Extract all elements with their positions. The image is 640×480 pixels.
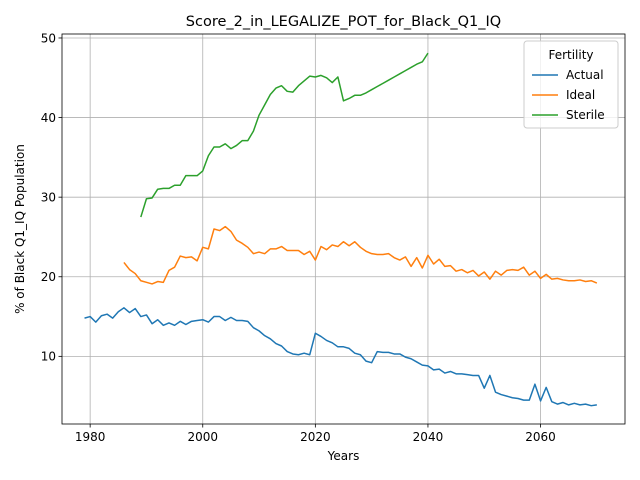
y-ticks: 10 20 30 40 50 — [41, 31, 62, 364]
y-tick-label: 30 — [41, 190, 56, 204]
legend-label-actual: Actual — [566, 68, 604, 82]
series-line-sterile — [140, 52, 429, 218]
y-tick-label: 20 — [41, 270, 56, 284]
legend-title: Fertility — [548, 48, 593, 62]
x-tick-label: 2020 — [300, 430, 331, 444]
x-tick-label: 2040 — [413, 430, 444, 444]
y-tick-label: 50 — [41, 31, 56, 45]
grid — [62, 34, 625, 424]
x-ticks: 1980 2000 2020 2040 2060 — [75, 424, 556, 444]
y-tick-label: 10 — [41, 350, 56, 364]
y-tick-label: 40 — [41, 111, 56, 125]
series-line-actual — [84, 307, 597, 407]
legend-label-sterile: Sterile — [566, 108, 605, 122]
x-tick-label: 1980 — [75, 430, 106, 444]
x-tick-label: 2000 — [187, 430, 218, 444]
y-axis-label: % of Black Q1_IQ Population — [13, 144, 27, 314]
x-tick-label: 2060 — [525, 430, 556, 444]
legend-label-ideal: Ideal — [566, 88, 595, 102]
legend: Fertility Actual Ideal Sterile — [523, 40, 619, 129]
legend-entries: Actual Ideal Sterile — [532, 68, 605, 122]
axes-frame — [61, 33, 626, 425]
series-layer — [84, 52, 598, 407]
chart-title: Score_2_in_LEGALIZE_POT_for_Black_Q1_IQ — [186, 14, 501, 30]
series-line-ideal — [123, 225, 598, 285]
legend-box — [523, 40, 619, 129]
x-axis-label: Years — [327, 449, 360, 463]
